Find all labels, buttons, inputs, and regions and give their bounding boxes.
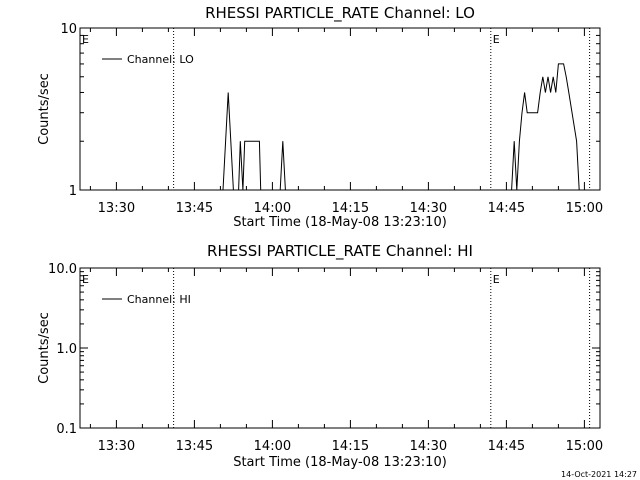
x-tick-label: 14:00 — [254, 201, 291, 216]
event-marker: E — [82, 33, 89, 46]
x-tick-label: 14:15 — [332, 201, 369, 216]
chart-panel-2: RHESSI PARTICLE_RATE Channel: HI 13:30 13:… — [37, 242, 603, 470]
y-tick-label: 10 — [60, 22, 77, 37]
x-tick-label: 14:45 — [488, 439, 525, 454]
x-tick-label: 15:00 — [566, 201, 603, 216]
legend-label: Channel: LO — [127, 53, 194, 66]
chart-title: RHESSI PARTICLE_RATE Channel: HI — [207, 242, 473, 261]
y-tick-label: 10.0 — [48, 262, 77, 277]
chart-panel-1: RHESSI PARTICLE_RATE Channel: LO 13:30 13:… — [37, 4, 603, 230]
x-tick-label: 13:45 — [176, 439, 213, 454]
series-line — [222, 63, 580, 191]
chart-title: RHESSI PARTICLE_RATE Channel: LO — [205, 4, 475, 23]
y-tick-label: 1 — [69, 184, 77, 199]
plot-frame — [79, 267, 601, 429]
event-marker: E — [493, 273, 500, 286]
x-tick-label: 13:45 — [176, 201, 213, 216]
x-axis-label: Start Time (18-May-08 13:23:10) — [233, 455, 447, 470]
x-tick-label: 15:00 — [566, 439, 603, 454]
x-tick-label: 14:45 — [488, 201, 525, 216]
x-tick-label: 14:30 — [410, 439, 447, 454]
y-tick-label: 1.0 — [56, 342, 77, 357]
x-tick-label: 14:00 — [254, 439, 291, 454]
x-axis-label: Start Time (18-May-08 13:23:10) — [233, 215, 447, 230]
x-tick-label: 13:30 — [98, 201, 135, 216]
y-axis-label: Counts/sec — [37, 73, 52, 145]
x-tick-label: 14:30 — [410, 201, 447, 216]
event-marker: E — [82, 273, 89, 286]
timestamp: 14-Oct-2021 14:27 — [561, 470, 637, 479]
legend-label: Channel: HI — [127, 293, 191, 306]
event-marker: E — [493, 33, 500, 46]
y-axis-label: Counts/sec — [37, 312, 52, 384]
x-tick-label: 14:15 — [332, 439, 369, 454]
y-tick-label: 0.1 — [56, 422, 77, 437]
x-tick-label: 13:30 — [98, 439, 135, 454]
